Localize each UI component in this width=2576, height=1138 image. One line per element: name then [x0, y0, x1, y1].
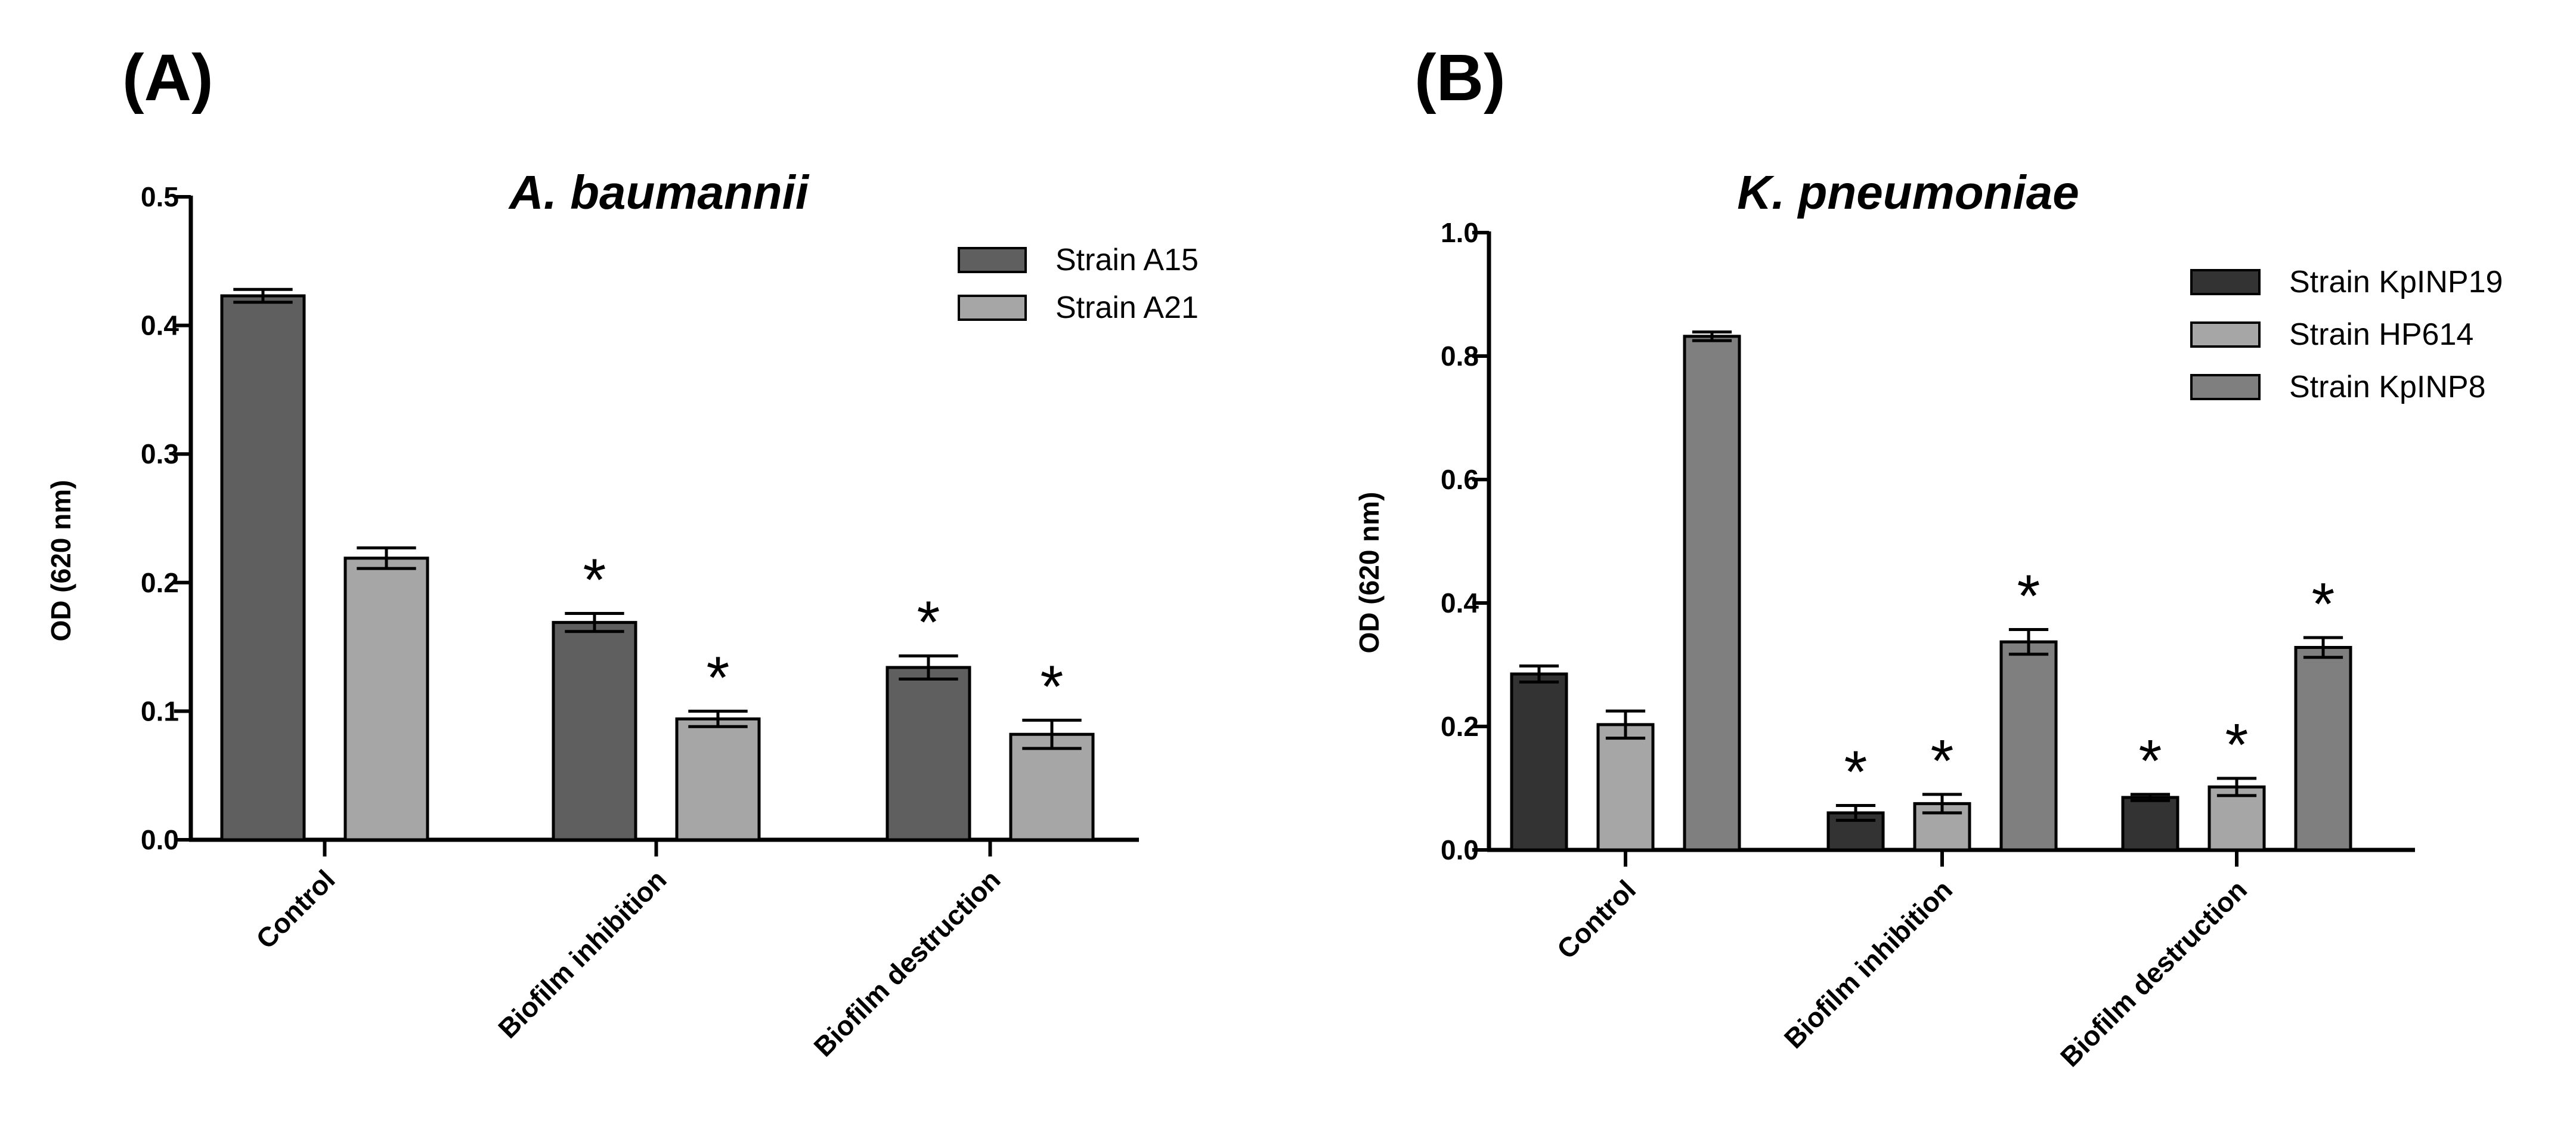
panel-label-a: (A)	[122, 41, 213, 115]
bar	[343, 556, 429, 842]
x-tick-label: Control	[250, 864, 340, 954]
y-tick-label: 0.6	[1441, 464, 1479, 495]
chart-title-a: A. baumannii	[508, 166, 810, 219]
significance-star: *	[2139, 728, 2162, 794]
plot-area-a: 0.0 0.1 0.2 0.3 0.4 0.5 Control Biofilm inhibit…	[141, 181, 1199, 1062]
y-axis-label-a: OD (620 nm)	[45, 480, 76, 642]
y-tick-label: 0.4	[1441, 587, 1479, 619]
y-tick-label: 0.0	[141, 824, 179, 855]
bar	[886, 666, 971, 842]
panel-b: (B) K. pneumoniae OD (620 nm) 0.00.20.40…	[1354, 41, 2503, 1072]
legend-swatch	[2190, 269, 2261, 295]
chart-title-b: K. pneumoniae	[1737, 166, 2079, 219]
x-tick-label: Biofilm inhibition	[1778, 874, 1958, 1054]
plot-area-b: 0.0 0.2 0.4 0.6 0.8 1.0 Control Biofilm inhibit…	[1441, 217, 2503, 1072]
y-axis-label-b: OD (620 nm)	[1354, 492, 1385, 654]
bar	[552, 621, 637, 842]
legend-label: Strain KpINP8	[2289, 370, 2486, 404]
y-tick-label: 0.1	[141, 695, 179, 726]
y-tick-label: 0.4	[141, 310, 179, 341]
bar	[1999, 640, 2058, 852]
x-tick-label: Biofilm inhibition	[492, 864, 672, 1044]
x-tick-label: Biofilm destruction	[807, 864, 1006, 1062]
bar	[1510, 672, 1568, 852]
significance-star: *	[1844, 738, 1868, 805]
panel-label-b: (B)	[1414, 41, 1506, 115]
legend-swatch	[2190, 374, 2261, 400]
legend-swatch	[958, 295, 1027, 321]
bar	[2121, 796, 2179, 852]
legend-swatch	[958, 247, 1027, 273]
significance-star: *	[2017, 563, 2041, 630]
panel-a: (A) A. baumannii OD (620 nm) 0.00.10.20.…	[45, 41, 1199, 1062]
y-tick-label: 0.5	[141, 181, 179, 212]
legend-label: Strain A21	[1055, 290, 1199, 325]
bar	[675, 717, 761, 842]
significance-star: *	[1041, 653, 1064, 720]
significance-star: *	[1931, 728, 1954, 794]
legend-label: Strain KpINP19	[2289, 265, 2503, 299]
bar	[2207, 785, 2266, 852]
bar	[2294, 646, 2352, 852]
bar	[220, 294, 306, 842]
legend-label: Strain A15	[1055, 243, 1199, 277]
y-tick-label: 0.0	[1441, 834, 1479, 865]
y-tick-label: 0.2	[1441, 711, 1479, 742]
bar	[1009, 732, 1095, 842]
legend-label: Strain HP614	[2289, 317, 2473, 352]
legend-swatch	[2190, 321, 2261, 348]
x-tick-label: Control	[1551, 874, 1642, 964]
significance-star: *	[917, 589, 940, 656]
significance-star: *	[2225, 712, 2249, 778]
y-tick-label: 0.3	[141, 438, 179, 469]
bar	[1683, 335, 1741, 852]
y-tick-label: 0.8	[1441, 341, 1479, 372]
x-tick-label: Biofilm destruction	[2054, 874, 2253, 1072]
significance-star: *	[707, 644, 730, 711]
bar	[1596, 723, 1655, 852]
significance-star: *	[583, 547, 606, 614]
significance-star: *	[2312, 571, 2335, 638]
y-tick-label: 1.0	[1441, 217, 1479, 248]
y-tick-label: 0.2	[141, 567, 179, 598]
